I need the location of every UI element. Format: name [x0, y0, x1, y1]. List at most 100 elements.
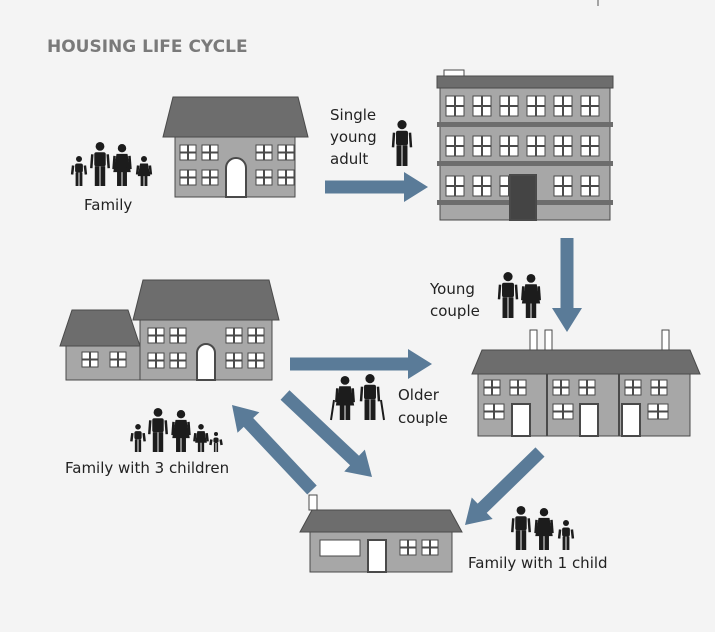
person-head	[214, 432, 218, 436]
person-head	[117, 144, 127, 153]
person-head	[340, 376, 350, 385]
arrow	[552, 238, 582, 332]
door	[196, 343, 216, 381]
roof	[59, 309, 141, 347]
person-leg	[197, 439, 201, 452]
person-head	[539, 508, 549, 517]
person-arm	[219, 439, 223, 446]
person-head	[76, 156, 82, 162]
person-arm	[511, 518, 515, 533]
person-leg	[531, 298, 537, 318]
stage-label: Single	[330, 106, 376, 124]
person-arm	[376, 386, 381, 402]
person-arm	[106, 154, 110, 169]
stage-label: Family	[84, 196, 132, 214]
person-body	[94, 152, 106, 167]
person-arm	[193, 432, 197, 442]
person-head	[503, 272, 513, 282]
roof	[436, 75, 614, 89]
chimney	[544, 329, 553, 351]
person-arm	[537, 286, 541, 301]
person-leg	[562, 536, 566, 550]
person-leg	[544, 531, 549, 550]
person-arm	[187, 421, 191, 436]
roof	[132, 279, 280, 321]
person-leg	[345, 400, 351, 420]
person-body	[152, 418, 164, 433]
person-arm	[497, 284, 502, 300]
person-leg	[566, 536, 570, 550]
stage-label: Family with 3 children	[65, 459, 229, 477]
person-arm	[112, 155, 116, 170]
person-leg	[158, 432, 164, 452]
door	[225, 157, 247, 198]
stage-label: adult	[330, 150, 368, 168]
person-leg	[521, 530, 527, 550]
person-leg	[402, 145, 408, 166]
person-arm	[521, 286, 525, 301]
person-arm	[205, 432, 209, 442]
person-arm	[514, 284, 519, 300]
person-leg	[396, 145, 402, 166]
person-arm	[550, 519, 554, 534]
person-body	[134, 431, 142, 440]
person-body	[396, 130, 408, 146]
person-arm	[557, 529, 562, 539]
door	[579, 403, 599, 437]
door	[511, 403, 531, 437]
person-leg	[94, 166, 100, 186]
person-head	[95, 142, 105, 151]
person-arm	[335, 388, 339, 403]
door	[621, 403, 641, 437]
person-leg	[152, 432, 158, 452]
person-leg	[181, 433, 186, 452]
stage-label: Young	[429, 280, 475, 298]
person-arm	[135, 165, 140, 175]
chimney	[308, 494, 318, 511]
person-leg	[79, 172, 83, 186]
person-arm	[142, 432, 146, 442]
person-arm	[148, 165, 153, 175]
person-leg	[138, 439, 142, 452]
walking-stick	[380, 399, 385, 421]
person-arm	[391, 132, 396, 148]
person-head	[153, 408, 163, 417]
person-leg	[201, 439, 205, 452]
roof	[299, 509, 463, 533]
person-leg	[140, 172, 144, 186]
roof	[471, 349, 701, 375]
floor-band	[437, 122, 613, 127]
stage-label: Older	[398, 386, 440, 404]
person-head	[397, 120, 407, 130]
person-body	[562, 527, 570, 537]
person-leg	[117, 167, 122, 186]
person-arm	[408, 132, 413, 148]
person-arm	[148, 420, 152, 435]
person-arm	[128, 155, 132, 170]
person-leg	[216, 443, 219, 452]
person-arm	[171, 421, 175, 436]
wall	[65, 345, 141, 381]
stage-label: couple	[430, 302, 480, 320]
person-leg	[176, 433, 181, 452]
person-body	[502, 282, 514, 298]
stage-label: young	[330, 128, 377, 146]
person-arm	[527, 518, 531, 533]
person-body	[364, 384, 376, 400]
person-leg	[370, 399, 376, 420]
chimney	[529, 329, 538, 351]
person-leg	[122, 167, 127, 186]
person-leg	[525, 298, 531, 318]
arrow	[325, 172, 428, 202]
person-arm	[130, 432, 134, 442]
door	[509, 174, 537, 221]
person-leg	[134, 439, 138, 452]
person-body	[213, 437, 219, 443]
person-arm	[534, 519, 538, 534]
person-leg	[213, 443, 216, 452]
person-head	[135, 424, 141, 430]
person-arm	[359, 386, 364, 402]
person-leg	[339, 400, 345, 420]
